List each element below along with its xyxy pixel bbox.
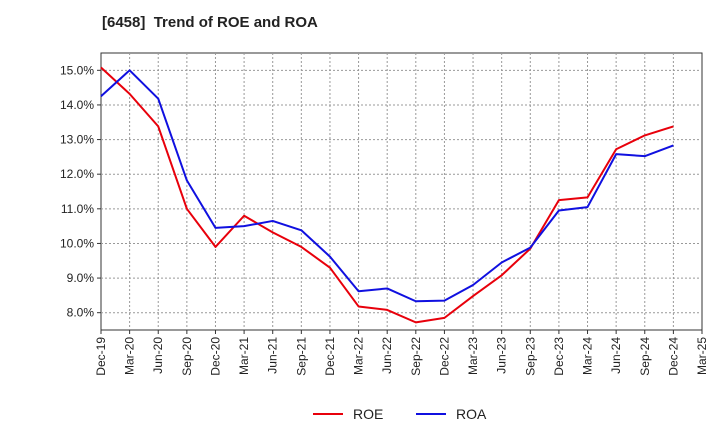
y-tick-label: 12.0% xyxy=(60,167,94,181)
x-tick-label: Sep-20 xyxy=(180,337,194,376)
legend-label-roe: ROE xyxy=(353,406,383,422)
x-tick-label: Jun-23 xyxy=(495,337,509,374)
series-line-roe xyxy=(100,66,674,324)
x-tick-label: Mar-24 xyxy=(581,337,595,375)
x-tick-label: Sep-23 xyxy=(523,337,537,376)
x-tick-label: Mar-22 xyxy=(352,337,366,375)
x-tick-label: Jun-24 xyxy=(609,337,623,374)
x-tick-label: Jun-20 xyxy=(151,337,165,374)
x-tick-label: Mar-20 xyxy=(123,337,137,375)
x-tick-label: Mar-23 xyxy=(466,337,480,375)
y-tick-label: 9.0% xyxy=(67,271,95,285)
y-tick-label: 8.0% xyxy=(67,306,95,320)
legend-label-roa: ROA xyxy=(456,406,487,422)
x-tick-label: Mar-21 xyxy=(237,337,251,375)
x-tick-label: Dec-24 xyxy=(666,337,680,376)
x-tick-label: Dec-21 xyxy=(323,337,337,376)
series-line-roa xyxy=(100,69,674,303)
y-tick-label: 14.0% xyxy=(60,98,94,112)
x-tick-label: Sep-21 xyxy=(294,337,308,376)
y-tick-label: 11.0% xyxy=(61,202,94,216)
x-tick-label: Dec-22 xyxy=(437,337,451,376)
y-tick-label: 10.0% xyxy=(60,236,94,250)
x-tick-label: Jun-21 xyxy=(266,337,280,374)
y-tick-label: 15.0% xyxy=(60,63,94,77)
x-tick-label: Jun-22 xyxy=(380,337,394,374)
x-tick-label: Sep-24 xyxy=(638,337,652,376)
plot-area xyxy=(100,52,703,331)
y-tick-label: 13.0% xyxy=(60,133,94,147)
x-tick-label: Dec-19 xyxy=(94,337,108,376)
x-tick-label: Sep-22 xyxy=(409,337,423,376)
x-tick-label: Dec-23 xyxy=(552,337,566,376)
x-tick-label: Dec-20 xyxy=(208,337,222,376)
x-tick-label: Mar-25 xyxy=(695,337,709,375)
chart-title: [6458] Trend of ROE and ROA xyxy=(102,14,318,31)
